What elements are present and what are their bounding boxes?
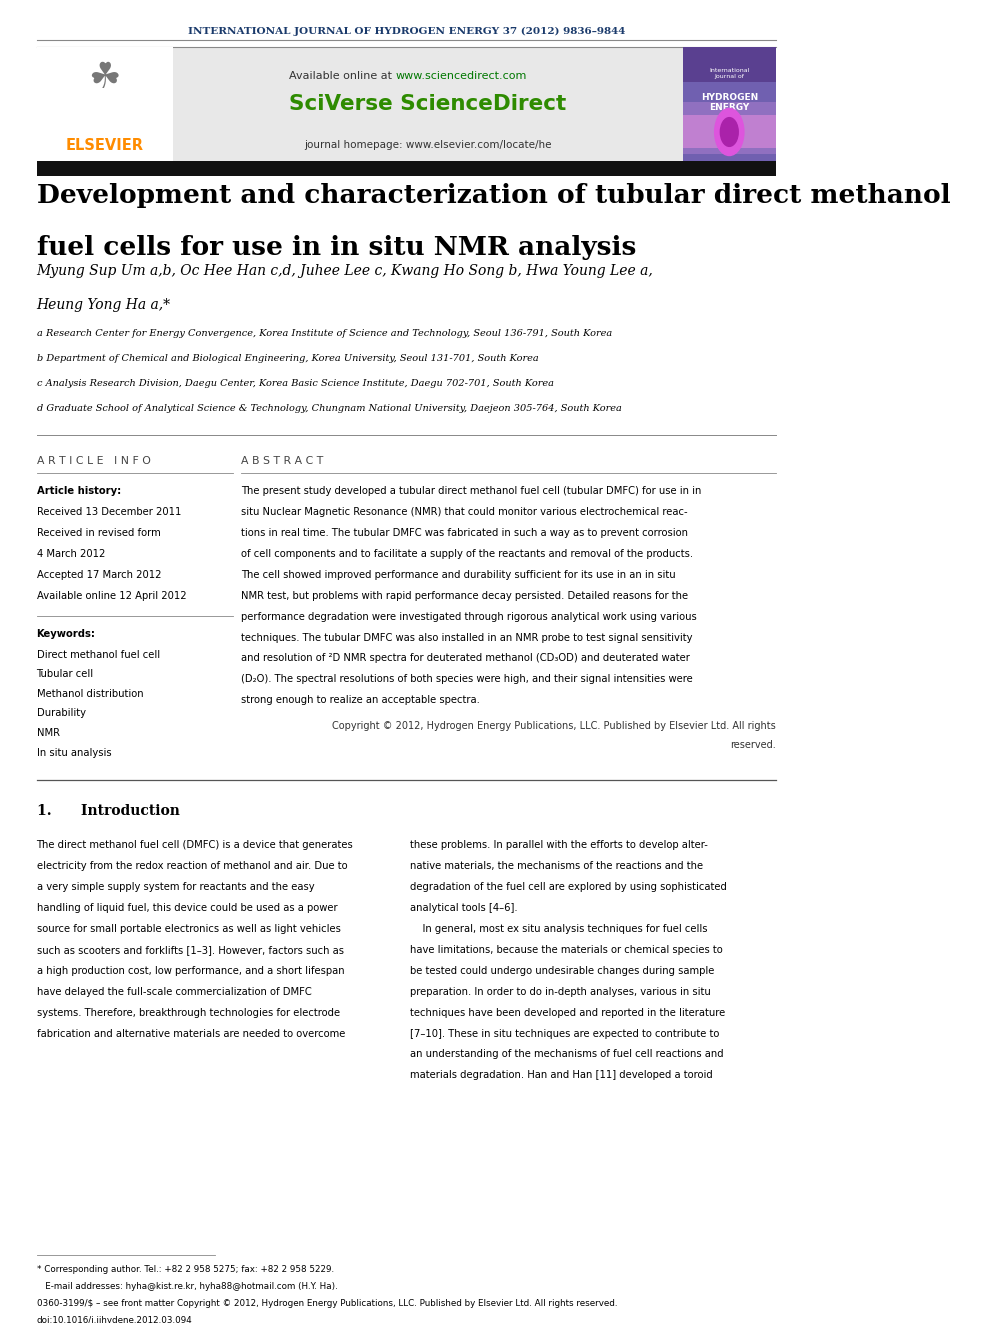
Text: source for small portable electronics as well as light vehicles: source for small portable electronics as… [37,923,340,934]
Text: a very simple supply system for reactants and the easy: a very simple supply system for reactant… [37,882,314,892]
FancyBboxPatch shape [682,115,776,148]
Text: electricity from the redox reaction of methanol and air. Due to: electricity from the redox reaction of m… [37,861,347,872]
Text: be tested could undergo undesirable changes during sample: be tested could undergo undesirable chan… [411,966,714,976]
Text: situ Nuclear Magnetic Resonance (NMR) that could monitor various electrochemical: situ Nuclear Magnetic Resonance (NMR) th… [241,507,688,517]
Text: Direct methanol fuel cell: Direct methanol fuel cell [37,650,160,659]
Text: Available online at: Available online at [289,71,396,81]
Text: In general, most ex situ analysis techniques for fuel cells: In general, most ex situ analysis techni… [411,923,708,934]
Text: * Corresponding author. Tel.: +82 2 958 5275; fax: +82 2 958 5229.: * Corresponding author. Tel.: +82 2 958 … [37,1265,333,1274]
Text: have delayed the full-scale commercialization of DMFC: have delayed the full-scale commercializ… [37,987,311,996]
FancyBboxPatch shape [682,102,776,155]
FancyBboxPatch shape [682,48,776,161]
Text: techniques. The tubular DMFC was also installed in an NMR probe to test signal s: techniques. The tubular DMFC was also in… [241,632,692,643]
Text: INTERNATIONAL JOURNAL OF HYDROGEN ENERGY 37 (2012) 9836–9844: INTERNATIONAL JOURNAL OF HYDROGEN ENERGY… [187,26,625,36]
Text: native materials, the mechanisms of the reactions and the: native materials, the mechanisms of the … [411,861,703,872]
Circle shape [714,108,744,156]
Text: The present study developed a tubular direct methanol fuel cell (tubular DMFC) f: The present study developed a tubular di… [241,486,701,496]
Text: 1.      Introduction: 1. Introduction [37,804,180,818]
Text: handling of liquid fuel, this device could be used as a power: handling of liquid fuel, this device cou… [37,904,337,913]
Text: fuel cells for use in in situ NMR analysis: fuel cells for use in in situ NMR analys… [37,235,636,261]
Text: fabrication and alternative materials are needed to overcome: fabrication and alternative materials ar… [37,1028,345,1039]
Text: ☘: ☘ [88,61,121,95]
Text: reserved.: reserved. [730,740,776,750]
Text: tions in real time. The tubular DMFC was fabricated in such a way as to prevent : tions in real time. The tubular DMFC was… [241,528,688,538]
Text: SciVerse ScienceDirect: SciVerse ScienceDirect [290,94,566,114]
Text: Accepted 17 March 2012: Accepted 17 March 2012 [37,570,161,579]
Text: b Department of Chemical and Biological Engineering, Korea University, Seoul 131: b Department of Chemical and Biological … [37,355,539,363]
Text: NMR: NMR [37,728,60,738]
FancyBboxPatch shape [37,48,173,161]
FancyBboxPatch shape [37,48,776,161]
Text: HYDROGEN
ENERGY: HYDROGEN ENERGY [700,93,758,112]
Text: these problems. In parallel with the efforts to develop alter-: these problems. In parallel with the eff… [411,840,708,851]
Text: c Analysis Research Division, Daegu Center, Korea Basic Science Institute, Daegu: c Analysis Research Division, Daegu Cent… [37,378,554,388]
FancyBboxPatch shape [682,82,776,161]
Text: Received in revised form: Received in revised form [37,528,161,538]
Text: [7–10]. These in situ techniques are expected to contribute to: [7–10]. These in situ techniques are exp… [411,1028,720,1039]
Text: degradation of the fuel cell are explored by using sophisticated: degradation of the fuel cell are explore… [411,882,727,892]
Text: materials degradation. Han and Han [11] developed a toroid: materials degradation. Han and Han [11] … [411,1070,713,1081]
Text: International
Journal of: International Journal of [709,67,750,79]
Text: NMR test, but problems with rapid performance decay persisted. Detailed reasons : NMR test, but problems with rapid perfor… [241,590,688,601]
Text: Development and characterization of tubular direct methanol: Development and characterization of tubu… [37,183,950,208]
Text: In situ analysis: In situ analysis [37,747,111,758]
Text: systems. Therefore, breakthrough technologies for electrode: systems. Therefore, breakthrough technol… [37,1008,339,1017]
Text: performance degradation were investigated through rigorous analytical work using: performance degradation were investigate… [241,611,697,622]
Text: analytical tools [4–6].: analytical tools [4–6]. [411,904,518,913]
Text: A R T I C L E   I N F O: A R T I C L E I N F O [37,456,151,466]
Text: a high production cost, low performance, and a short lifespan: a high production cost, low performance,… [37,966,344,976]
Text: preparation. In order to do in-depth analyses, various in situ: preparation. In order to do in-depth ana… [411,987,711,996]
Text: 4 March 2012: 4 March 2012 [37,549,105,558]
Text: Methanol distribution: Methanol distribution [37,689,143,699]
Text: Durability: Durability [37,708,85,718]
Circle shape [720,118,738,147]
Text: strong enough to realize an acceptable spectra.: strong enough to realize an acceptable s… [241,696,480,705]
Text: a Research Center for Energy Convergence, Korea Institute of Science and Technol: a Research Center for Energy Convergence… [37,329,612,339]
Text: Keywords:: Keywords: [37,628,95,639]
Text: an understanding of the mechanisms of fuel cell reactions and: an understanding of the mechanisms of fu… [411,1049,724,1060]
Text: A B S T R A C T: A B S T R A C T [241,456,323,466]
Text: doi:10.1016/j.ijhydene.2012.03.094: doi:10.1016/j.ijhydene.2012.03.094 [37,1316,192,1323]
Text: Copyright © 2012, Hydrogen Energy Publications, LLC. Published by Elsevier Ltd. : Copyright © 2012, Hydrogen Energy Public… [332,721,776,732]
Text: Available online 12 April 2012: Available online 12 April 2012 [37,590,186,601]
Text: Myung Sup Um a,b, Oc Hee Han c,d, Juhee Lee c, Kwang Ho Song b, Hwa Young Lee a,: Myung Sup Um a,b, Oc Hee Han c,d, Juhee … [37,265,654,278]
Text: Received 13 December 2011: Received 13 December 2011 [37,507,181,517]
Text: journal homepage: www.elsevier.com/locate/he: journal homepage: www.elsevier.com/locat… [305,140,552,149]
Text: such as scooters and forklifts [1–3]. However, factors such as: such as scooters and forklifts [1–3]. Ho… [37,945,343,955]
Text: The direct methanol fuel cell (DMFC) is a device that generates: The direct methanol fuel cell (DMFC) is … [37,840,353,851]
Text: techniques have been developed and reported in the literature: techniques have been developed and repor… [411,1008,725,1017]
FancyBboxPatch shape [37,161,776,176]
Text: E-mail addresses: hyha@kist.re.kr, hyha88@hotmail.com (H.Y. Ha).: E-mail addresses: hyha@kist.re.kr, hyha8… [37,1282,337,1291]
Text: Article history:: Article history: [37,486,121,496]
Text: d Graduate School of Analytical Science & Technology, Chungnam National Universi: d Graduate School of Analytical Science … [37,404,621,413]
Text: of cell components and to facilitate a supply of the reactants and removal of th: of cell components and to facilitate a s… [241,549,693,558]
Text: Tubular cell: Tubular cell [37,669,93,679]
Text: The cell showed improved performance and durability sufficient for its use in an: The cell showed improved performance and… [241,570,676,579]
Text: (D₂O). The spectral resolutions of both species were high, and their signal inte: (D₂O). The spectral resolutions of both … [241,675,693,684]
Text: www.sciencedirect.com: www.sciencedirect.com [396,71,527,81]
Text: Heung Yong Ha a,*: Heung Yong Ha a,* [37,298,171,312]
Text: ELSEVIER: ELSEVIER [65,138,144,152]
Text: 0360-3199/$ – see front matter Copyright © 2012, Hydrogen Energy Publications, L: 0360-3199/$ – see front matter Copyright… [37,1299,617,1308]
Text: have limitations, because the materials or chemical species to: have limitations, because the materials … [411,945,723,955]
Text: and resolution of ²D NMR spectra for deuterated methanol (CD₃OD) and deuterated : and resolution of ²D NMR spectra for deu… [241,654,690,663]
